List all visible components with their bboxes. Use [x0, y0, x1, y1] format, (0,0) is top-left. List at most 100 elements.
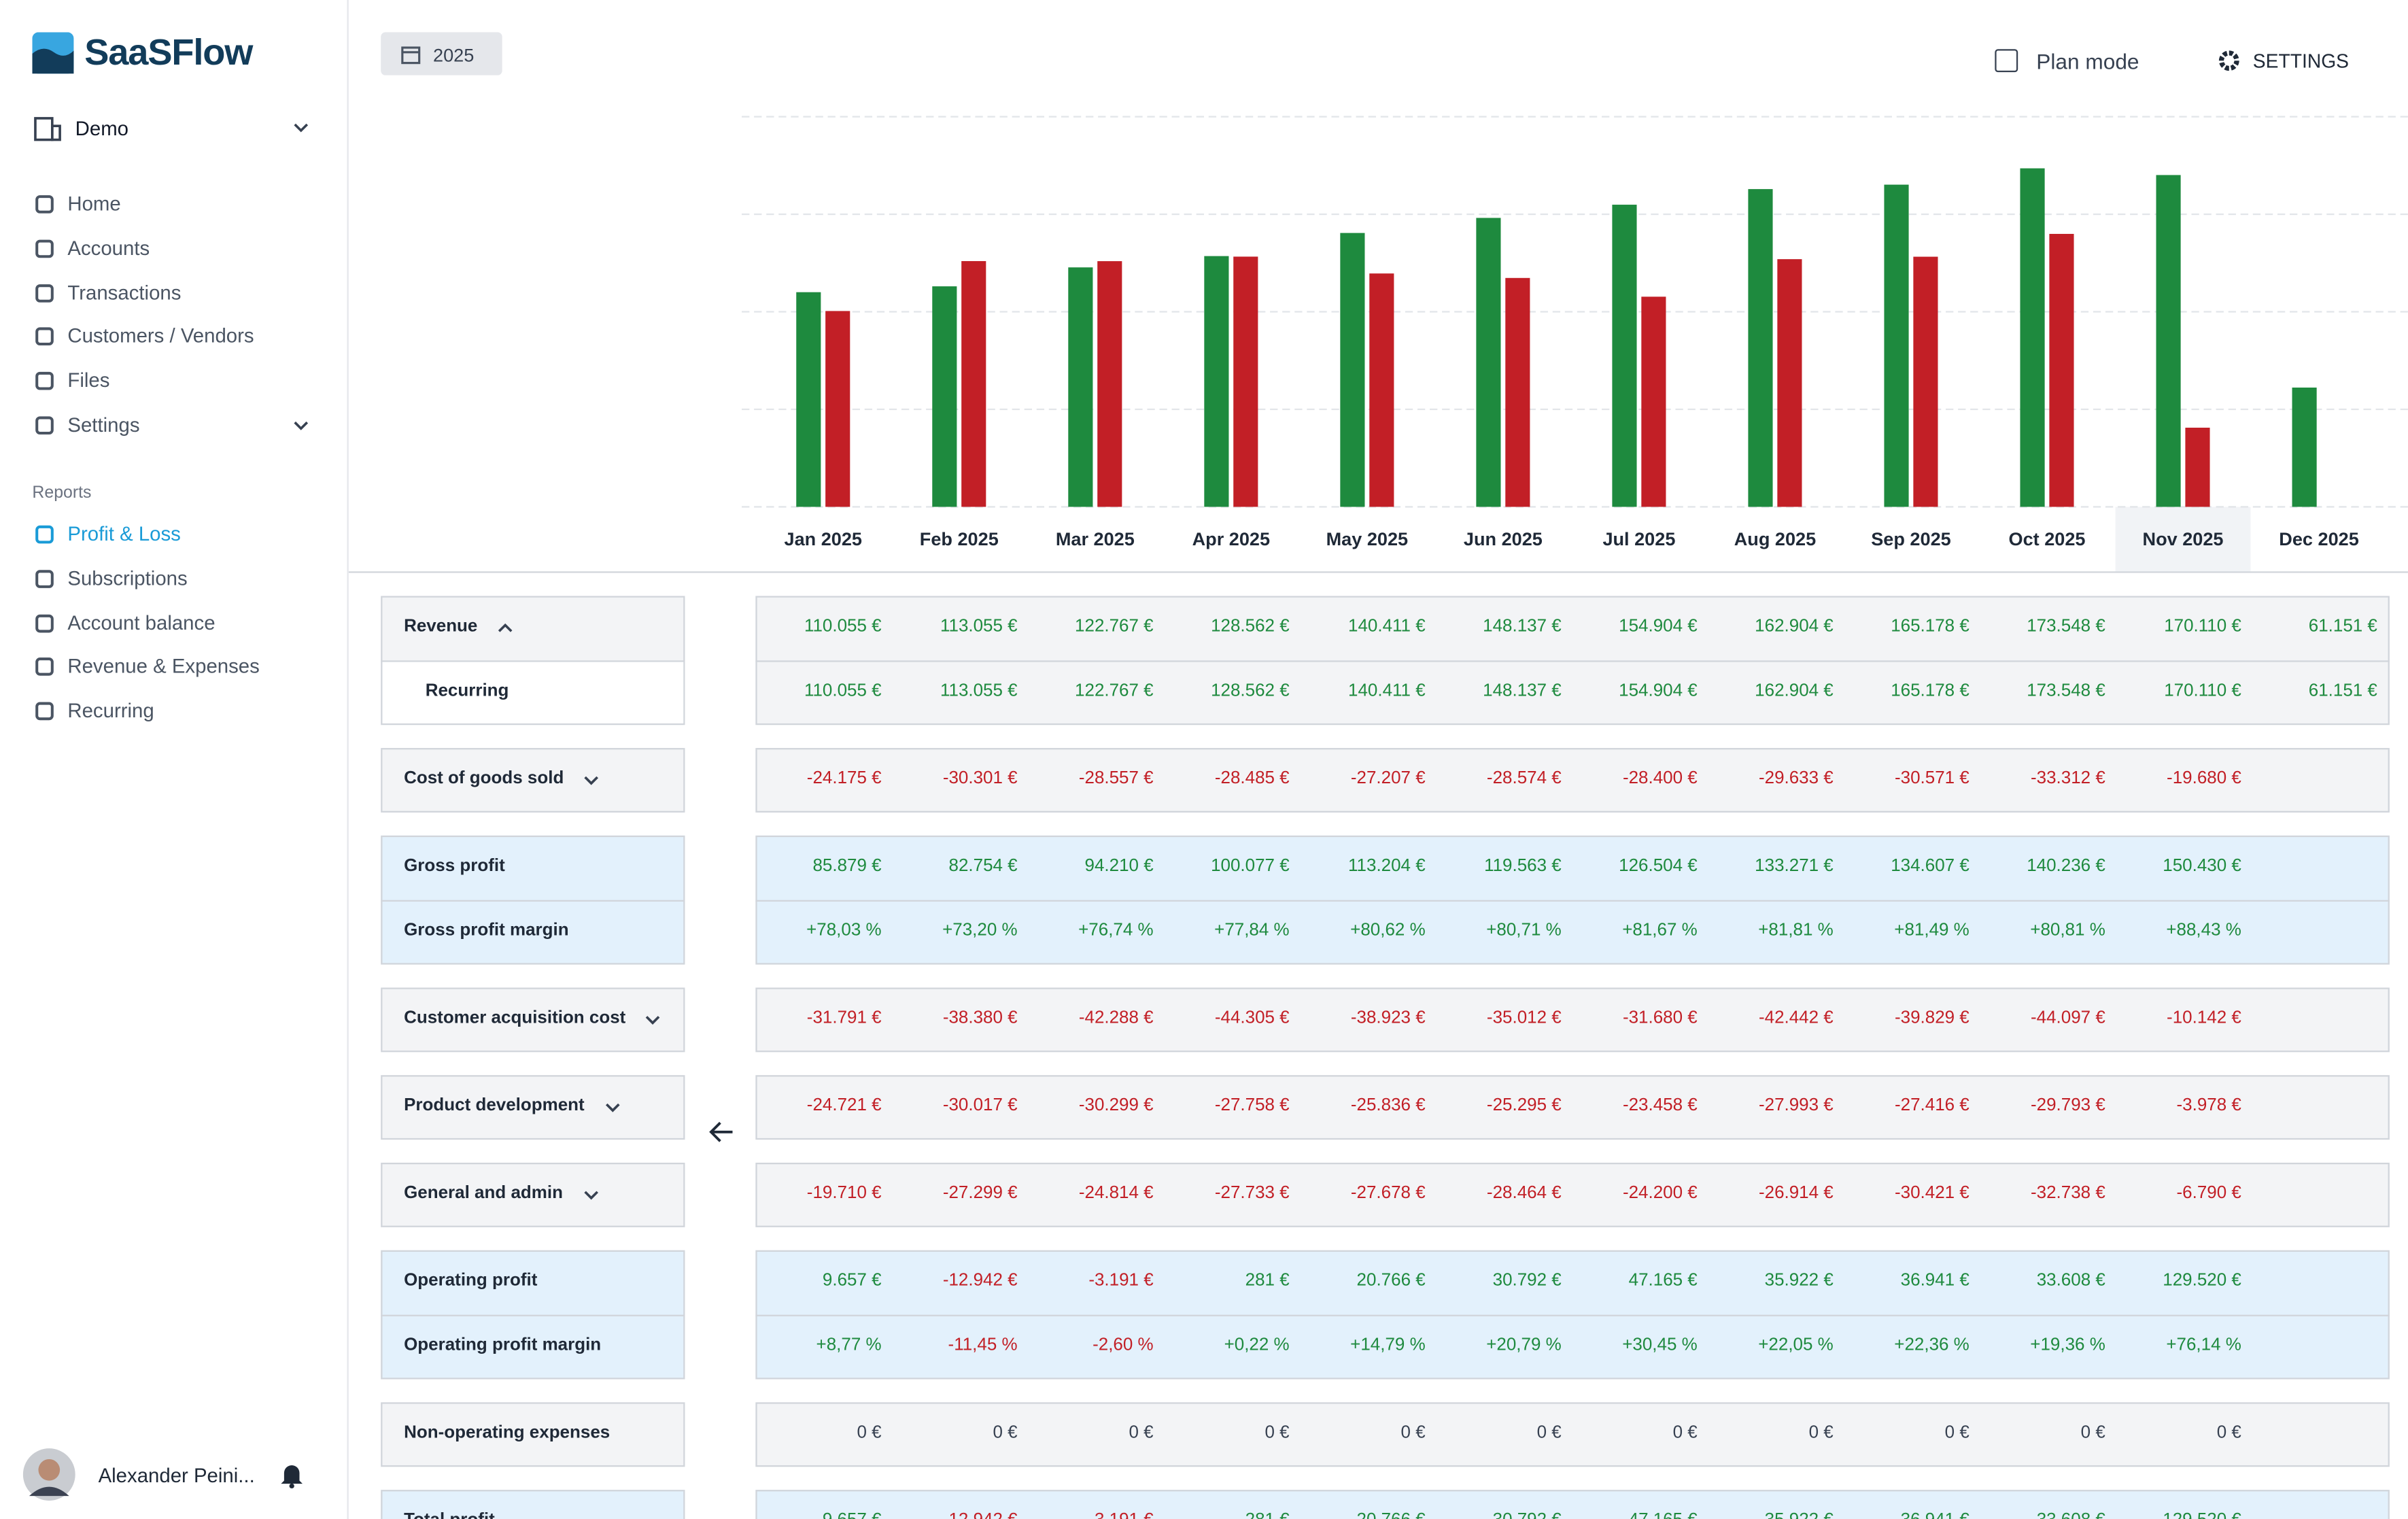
cell: 154.904 €	[1619, 617, 1698, 636]
nav-icon[interactable]	[34, 524, 56, 545]
toggle-path	[584, 776, 599, 785]
row-label[interactable]: Product development	[404, 1096, 585, 1115]
icon-shape	[35, 525, 54, 544]
row-label[interactable]: Cost of goods sold	[404, 769, 564, 788]
cell: -42.442 €	[1758, 1009, 1834, 1028]
nav-item[interactable]: Customers / Vendors	[67, 324, 254, 348]
cell: 85.879 €	[812, 857, 882, 876]
cell: 162.904 €	[1755, 617, 1834, 636]
cell: +81,67 %	[1622, 921, 1698, 940]
chevron[interactable]	[292, 417, 310, 433]
row-label[interactable]: General and admin	[404, 1184, 563, 1203]
plan-mode[interactable]: Plan mode	[2036, 49, 2139, 74]
cell: -44.305 €	[1214, 1009, 1290, 1028]
nav-item[interactable]: Files	[67, 369, 110, 392]
row-label: Gross profit margin	[404, 921, 569, 940]
bar	[1233, 256, 1258, 507]
cell: 47.165 €	[1565, 1512, 1698, 1519]
cell: 0 €	[993, 1424, 1018, 1443]
cell: -33.312 €	[2031, 769, 2105, 788]
cell: +22,05 %	[1758, 1336, 1834, 1355]
toggle[interactable]	[644, 1012, 662, 1028]
cell: 61.151 €	[2308, 681, 2377, 701]
cell: -25.836 €	[1350, 1096, 1426, 1115]
nav-icon[interactable]	[34, 568, 56, 590]
nav-item[interactable]: Settings	[67, 413, 140, 437]
nav-icon[interactable]	[34, 238, 56, 260]
report-item[interactable]: Revenue & Expenses	[67, 655, 260, 679]
cell: +19,36 %	[2030, 1336, 2105, 1355]
cell: -38.380 €	[942, 1009, 1018, 1028]
report-item[interactable]: Profit & Loss	[67, 522, 181, 545]
cell: +0,22 %	[1224, 1336, 1290, 1355]
value-box	[755, 748, 2390, 813]
toggle[interactable]	[582, 772, 600, 788]
bar	[1369, 273, 1394, 507]
nav-item[interactable]: Transactions	[67, 280, 182, 304]
row-label: Non-operating expenses	[404, 1424, 610, 1443]
nav-icon[interactable]	[34, 612, 56, 634]
nav-icon[interactable]	[34, 282, 56, 304]
workspace-icon	[34, 117, 61, 141]
cell: 126.504 €	[1619, 857, 1698, 876]
nav-item[interactable]: Accounts	[67, 236, 150, 260]
bar	[2156, 175, 2181, 507]
plan-checkbox[interactable]	[1995, 49, 2018, 73]
cell: 128.562 €	[1211, 617, 1290, 636]
label-box	[381, 1402, 685, 1467]
cell: -27.733 €	[1214, 1184, 1290, 1203]
nav-icon[interactable]	[34, 194, 56, 216]
bar	[1505, 277, 1530, 507]
cell: 36.941 €	[1900, 1271, 1970, 1291]
avatar[interactable]	[22, 1447, 77, 1502]
report-item[interactable]: Recurring	[67, 699, 154, 723]
bar	[1884, 184, 1909, 507]
toggle-path	[583, 1191, 598, 1200]
cell: +81,81 %	[1758, 921, 1834, 940]
toggle[interactable]	[603, 1099, 621, 1115]
user-name[interactable]: Alexander Peini...	[98, 1463, 255, 1487]
chevron[interactable]	[292, 120, 310, 135]
cell: 113.055 €	[940, 617, 1018, 636]
cell: -28.574 €	[1486, 769, 1562, 788]
cell: -29.793 €	[2031, 1096, 2105, 1115]
cell: +73,20 %	[942, 921, 1018, 940]
cell: -27.993 €	[1758, 1096, 1834, 1115]
cell: -28.464 €	[1486, 1184, 1562, 1203]
workspace[interactable]: Demo	[75, 116, 129, 140]
settings-icon[interactable]	[2216, 48, 2242, 73]
scroll-left[interactable]	[708, 1120, 736, 1144]
cell: -11,45 %	[948, 1336, 1018, 1355]
cell: 30.792 €	[1429, 1512, 1562, 1519]
icon-shape	[35, 328, 54, 346]
nav-icon[interactable]	[34, 656, 56, 678]
cell: -27.678 €	[1350, 1184, 1426, 1203]
cell: 20.766 €	[1293, 1512, 1426, 1519]
icon-shape	[35, 239, 54, 258]
icon-shape	[35, 569, 54, 588]
chart: Jan 2025 Feb 2025 Mar 2025 Apr 2025 May 2025…	[742, 116, 2408, 572]
bar	[1204, 256, 1229, 507]
nav-icon[interactable]	[34, 326, 56, 348]
year-picker[interactable]: 2025	[381, 32, 502, 75]
toggle[interactable]	[581, 1187, 600, 1203]
settings-button[interactable]: SETTINGS	[2252, 50, 2350, 73]
row-label[interactable]: Customer acquisition cost	[404, 1009, 626, 1028]
row-label[interactable]: Revenue	[404, 617, 478, 636]
bar	[1913, 256, 1938, 507]
nav-item[interactable]: Home	[67, 192, 121, 216]
row-divider	[381, 1314, 685, 1316]
cell: +81,49 %	[1894, 921, 1970, 940]
value-box	[755, 1075, 2390, 1140]
toggle[interactable]	[496, 621, 514, 636]
bar	[1476, 218, 1501, 507]
cell: 129.520 €	[2163, 1271, 2241, 1291]
cell: 148.137 €	[1483, 681, 1562, 701]
report-item[interactable]: Account balance	[67, 611, 216, 634]
notifications[interactable]	[279, 1461, 304, 1488]
nav-icon[interactable]	[34, 415, 56, 437]
nav-icon[interactable]	[34, 700, 56, 722]
report-item[interactable]: Subscriptions	[67, 566, 188, 590]
cell: 0 €	[857, 1424, 882, 1443]
nav-icon[interactable]	[34, 371, 56, 392]
